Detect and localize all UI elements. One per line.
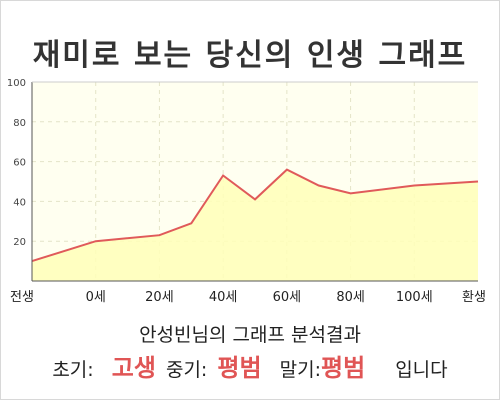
x-tick-label: 0세 <box>86 290 106 305</box>
x-tick-label: 80세 <box>336 290 365 305</box>
x-tick-label: 전생 <box>10 290 34 305</box>
y-tick-label: 60 <box>13 158 26 169</box>
early-label: 초기: <box>52 359 94 381</box>
y-tick-labels: 20 40 60 80 100 <box>7 78 26 248</box>
y-tick-label: 20 <box>13 237 26 248</box>
late-label: 말기: <box>279 359 321 381</box>
mid-label: 중기: <box>165 359 208 381</box>
life-series-line <box>31 168 479 263</box>
x-tick-labels: 전생 0세 20세 40세 60세 80세 100세 환생 <box>10 290 486 305</box>
x-tick-label: 환생 <box>462 290 486 305</box>
page-title: 재미로 보는 당신의 인생 그래프 <box>32 38 468 73</box>
mid-value: 평범 <box>217 354 262 382</box>
x-tick-label: 40세 <box>209 290 238 305</box>
y-tick-label: 80 <box>13 118 26 129</box>
analysis-results: 초기: 고생 중기: 평범 말기:평범 입니다 <box>0 348 500 383</box>
y-tick-label: 40 <box>13 197 26 208</box>
result-suffix: 입니다 <box>395 359 448 381</box>
x-tick-label: 20세 <box>145 290 174 305</box>
analysis-summary: 안성빈님의 그래프 분석결과 <box>139 324 361 346</box>
x-tick-label: 60세 <box>273 290 302 305</box>
y-tick-label: 100 <box>7 78 26 89</box>
early-value: 고생 <box>111 354 156 382</box>
axes <box>31 81 478 282</box>
x-tick-label: 100세 <box>396 290 433 305</box>
life-area-fill <box>32 169 478 281</box>
late-value: 평범 <box>320 354 366 382</box>
